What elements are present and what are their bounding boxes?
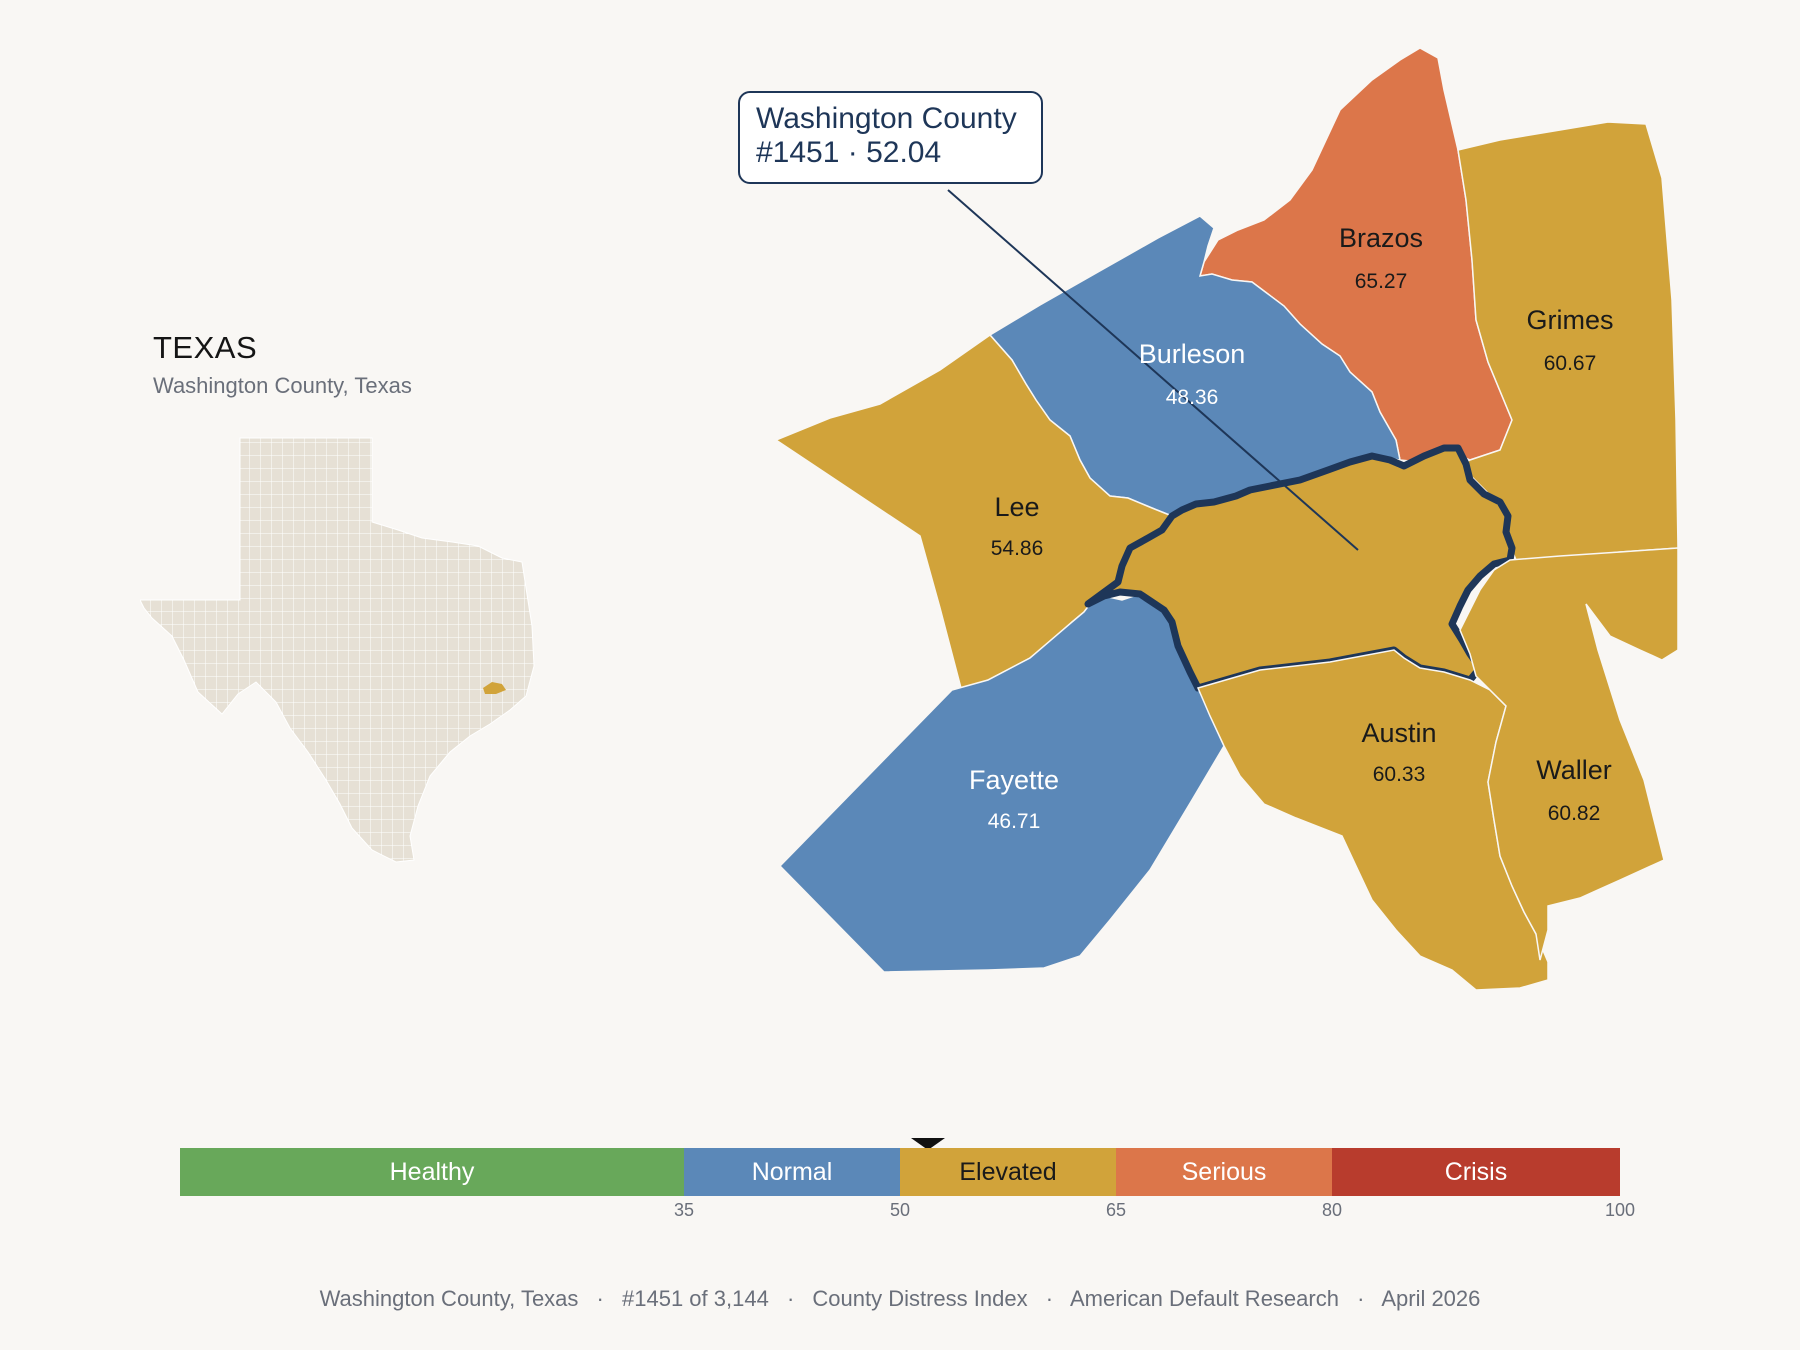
label-waller-score: 60.82 <box>1548 802 1601 825</box>
scale-tick-80: 80 <box>1321 1200 1343 1220</box>
inset-subtitle: Washington County, Texas <box>153 373 412 398</box>
footer: Washington County, Texas · #1451 of 3,14… <box>0 1286 1800 1312</box>
label-burleson-name: Burleson <box>1139 339 1246 369</box>
label-austin-score: 60.33 <box>1373 763 1426 786</box>
scale-segment-serious: Serious <box>1116 1148 1332 1196</box>
scale-tick-35: 35 <box>673 1200 695 1220</box>
label-burleson-score: 48.36 <box>1166 386 1219 409</box>
distress-scale-bar: Healthy Normal Elevated Serious Crisis <box>180 1148 1620 1196</box>
label-grimes-score: 60.67 <box>1544 352 1597 375</box>
scale-segment-healthy: Healthy <box>180 1148 684 1196</box>
scale-tick-65: 65 <box>1105 1200 1127 1220</box>
scale-segment-crisis: Crisis <box>1332 1148 1620 1196</box>
inset-washington-highlight <box>483 682 506 694</box>
footer-separator: · <box>1357 1286 1365 1311</box>
scale-marker-icon <box>911 1138 945 1150</box>
county-callout: Washington County #1451 · 52.04 <box>738 91 1043 184</box>
scale-segment-elevated: Elevated <box>900 1148 1116 1196</box>
callout-rank-score: #1451 · 52.04 <box>756 136 942 169</box>
label-brazos-name: Brazos <box>1339 223 1423 253</box>
label-fayette-score: 46.71 <box>988 810 1041 833</box>
footer-index: County Distress Index <box>812 1286 1028 1311</box>
label-lee-name: Lee <box>994 492 1039 522</box>
footer-location: Washington County, Texas <box>319 1286 579 1311</box>
label-brazos-score: 65.27 <box>1355 270 1408 293</box>
footer-rank: #1451 of 3,144 <box>622 1286 769 1311</box>
callout-leader-line <box>947 189 1359 551</box>
footer-separator: · <box>1045 1286 1054 1311</box>
label-waller-name: Waller <box>1536 755 1612 785</box>
label-austin-name: Austin <box>1361 718 1436 748</box>
label-fayette-name: Fayette <box>969 765 1059 795</box>
footer-source: American Default Research <box>1069 1286 1339 1311</box>
callout-county-name: Washington County <box>756 102 1017 135</box>
label-lee-score: 54.86 <box>991 537 1044 560</box>
scale-tick-100: 100 <box>1604 1200 1636 1220</box>
footer-date: April 2026 <box>1381 1286 1481 1311</box>
county-labels: Brazos 65.27 Grimes 60.67 Burleson 48.36… <box>969 223 1614 833</box>
scale-segment-normal: Normal <box>684 1148 900 1196</box>
county-waller[interactable] <box>1459 547 1679 961</box>
texas-locator-map <box>140 437 535 863</box>
footer-separator: · <box>786 1286 795 1311</box>
footer-separator: · <box>596 1286 604 1311</box>
label-grimes-name: Grimes <box>1527 305 1614 335</box>
inset-title: TEXAS <box>153 330 258 365</box>
scale-tick-50: 50 <box>889 1200 911 1220</box>
